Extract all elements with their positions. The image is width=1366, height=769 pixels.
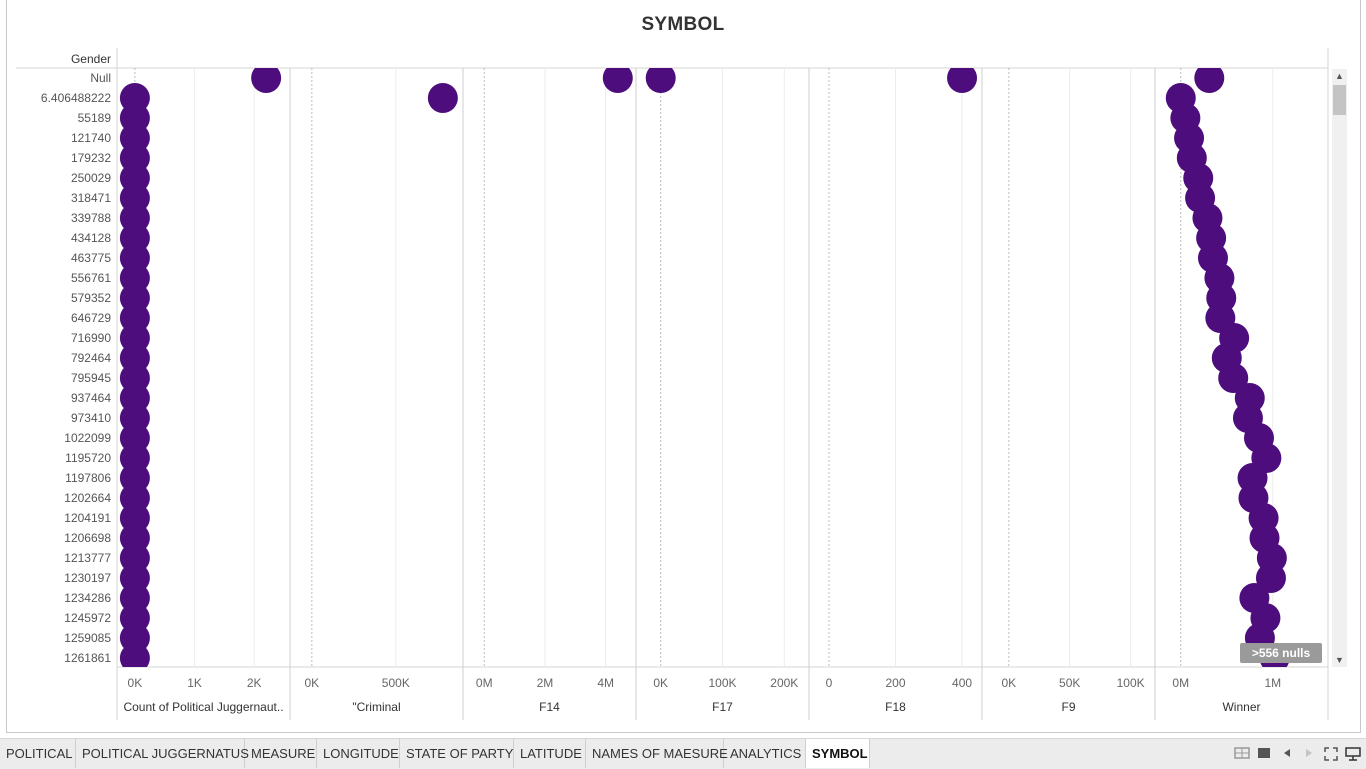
row-label: 339788 (71, 211, 111, 225)
row-label: 1202664 (64, 491, 111, 505)
null-count-badge[interactable]: >556 nulls (1240, 643, 1322, 663)
x-tick-label: 0K (304, 676, 319, 690)
x-tick-label: 50K (1059, 676, 1080, 690)
row-label: 1206698 (64, 531, 111, 545)
scroll-up-icon[interactable]: ▲ (1335, 71, 1344, 81)
row-label: 792464 (71, 351, 111, 365)
scroll-down-icon[interactable]: ▼ (1335, 655, 1344, 665)
viz-frame (6, 0, 1361, 733)
marks-layer (119, 63, 1290, 673)
scatter-chart: Null 6.406488222 55189 121740 179232 250029 31… (16, 48, 1329, 720)
row-label: 179232 (71, 151, 111, 165)
scatter-point[interactable] (119, 643, 150, 673)
tab-political-juggernatus[interactable]: POLITICAL JUGGERNATUS (76, 739, 249, 768)
row-label: 55189 (78, 111, 112, 125)
row-label: 1022099 (64, 431, 111, 445)
x-tick-label: 0 (826, 676, 833, 690)
tab-longitude[interactable]: LONGITUDE (317, 739, 400, 768)
row-label: 463775 (71, 251, 111, 265)
row-label: 1195720 (65, 451, 111, 465)
pane-title: F14 (539, 700, 560, 714)
row-label: 318471 (71, 191, 111, 205)
sheet-title: SYMBOL (641, 14, 725, 35)
previous-icon[interactable] (1280, 747, 1294, 761)
row-label: 1204191 (64, 511, 111, 525)
row-label: 795945 (71, 371, 111, 385)
vertical-scrollbar[interactable]: ▲ ▼ (1332, 69, 1347, 667)
row-label: 1213777 (64, 551, 111, 565)
pane-title: F18 (885, 700, 906, 714)
tab-measure[interactable]: MEASURE (245, 739, 317, 768)
row-label: 579352 (71, 291, 111, 305)
row-label: 937464 (71, 391, 111, 405)
sheet-tab-bar: POLITICAL POLITICAL JUGGERNATUS MEASURE … (0, 738, 1366, 769)
scroll-thumb[interactable] (1333, 85, 1346, 115)
scatter-point[interactable] (1255, 563, 1286, 593)
row-label: 556761 (71, 271, 111, 285)
row-label: 1197806 (65, 471, 111, 485)
pane-title: "Criminal (352, 700, 400, 714)
x-tick-label: 0M (1172, 676, 1189, 690)
pane-title: Winner (1222, 700, 1260, 714)
pane-title: Count of Political Juggernaut.. (123, 700, 283, 714)
row-label: 646729 (71, 311, 111, 325)
scatter-point[interactable] (947, 63, 978, 93)
row-label: 1261861 (64, 651, 111, 665)
x-tick-label: 200 (885, 676, 905, 690)
pane-title: F17 (712, 700, 733, 714)
x-tick-label: 4M (597, 676, 614, 690)
row-label: 1230197 (64, 571, 111, 585)
scatter-point[interactable] (1194, 63, 1225, 93)
x-tick-label: 0K (653, 676, 668, 690)
tab-names-of-maesure[interactable]: NAMES OF MAESURE (586, 739, 728, 768)
x-tick-label: 500K (382, 676, 410, 690)
x-tick-label: 100K (1117, 676, 1145, 690)
row-label: 250029 (71, 171, 111, 185)
scatter-point[interactable] (251, 63, 282, 93)
tab-symbol[interactable]: SYMBOL (806, 739, 870, 768)
row-label: 121740 (71, 131, 111, 145)
x-tick-label: 2K (247, 676, 262, 690)
x-tick-label: 1K (187, 676, 202, 690)
x-tick-label: 0K (1001, 676, 1016, 690)
grid-view-icon[interactable] (1233, 747, 1251, 761)
tab-state-of-party[interactable]: STATE OF PARTY (400, 739, 514, 768)
row-label: 1245972 (64, 611, 111, 625)
row-label: 6.406488222 (41, 91, 111, 105)
row-label: 1259085 (64, 631, 111, 645)
next-icon[interactable] (1302, 747, 1316, 761)
x-tick-label: 400 (952, 676, 972, 690)
x-tick-label: 0M (476, 676, 493, 690)
row-label: 1234286 (64, 591, 111, 605)
tab-political[interactable]: POLITICAL (0, 739, 76, 768)
x-tick-label: 1M (1264, 676, 1281, 690)
tab-latitude[interactable]: LATITUDE (514, 739, 586, 768)
single-view-icon[interactable] (1256, 747, 1272, 761)
fullscreen-icon[interactable] (1323, 747, 1339, 761)
pane-title: F9 (1061, 700, 1075, 714)
scatter-point[interactable] (645, 63, 676, 93)
row-label: Null (90, 71, 111, 85)
presentation-icon[interactable] (1344, 747, 1362, 761)
x-tick-label: 2M (537, 676, 554, 690)
x-tick-label: 100K (708, 676, 736, 690)
scatter-point[interactable] (1218, 363, 1249, 393)
tab-analytics[interactable]: ANALYTICS (724, 739, 806, 768)
x-tick-label: 200K (770, 676, 798, 690)
scatter-point[interactable] (602, 63, 633, 93)
row-header-gender: Gender (70, 52, 111, 66)
row-label: 434128 (71, 231, 111, 245)
scatter-point[interactable] (427, 83, 458, 113)
row-label: 716990 (71, 331, 111, 345)
x-tick-label: 0K (128, 676, 143, 690)
row-label: 973410 (71, 411, 111, 425)
